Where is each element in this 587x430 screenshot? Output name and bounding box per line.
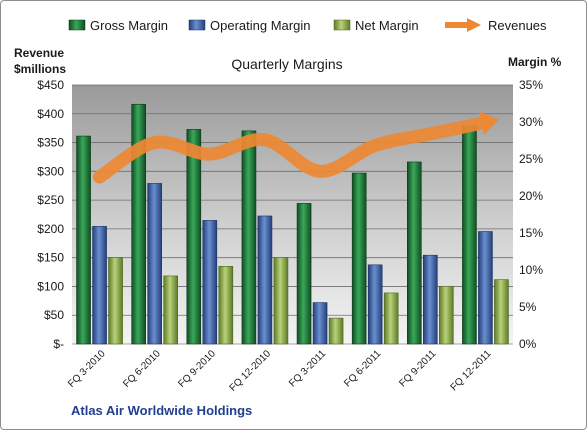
gross-margin-bar [186, 129, 202, 345]
y-left-tick-label: $50 [44, 308, 64, 322]
net-margin-bar [328, 317, 344, 345]
operating-margin-bar [312, 302, 328, 345]
y-left-title-line1: Revenue [14, 46, 64, 60]
x-tick-label: FQ 3-2010 [66, 348, 108, 390]
y-right-tick-label: 5% [519, 300, 537, 314]
y-right-tick-label: 25% [519, 152, 543, 166]
y-left-axis: $- $50 $100 $150 $200 $250 $300 $350 $400 $450 [37, 78, 64, 351]
x-tick-label: FQ 9-2011 [397, 348, 438, 389]
operating-margin-bar [147, 183, 162, 345]
operating-margin-bar [92, 226, 107, 345]
chart-title: Quarterly Margins [231, 56, 342, 72]
gross-margin-bar [76, 135, 91, 345]
y-left-tick-label: $300 [37, 164, 64, 178]
net-margin-bar [383, 292, 399, 345]
operating-margin-bar [423, 254, 438, 345]
net-margin-bar [218, 265, 234, 345]
legend-swatch-net-margin [333, 19, 351, 31]
net-margin-bar [273, 257, 289, 345]
gross-margin-bar [351, 172, 367, 345]
revenues-line [93, 115, 492, 184]
x-tick-label: FQ 6-2010 [121, 348, 163, 390]
bar-series [76, 103, 509, 345]
y-right-tick-label: 35% [519, 78, 543, 92]
y-left-tick-label: $400 [37, 107, 64, 121]
legend-label-operating-margin: Operating Margin [210, 18, 310, 33]
revenues-arrowhead [479, 111, 500, 135]
y-left-tick-label: $200 [37, 222, 64, 236]
net-margin-bar [163, 275, 178, 345]
net-margin-bar [439, 285, 454, 345]
y-right-tick-label: 30% [519, 115, 543, 129]
y-right-title: Margin % [508, 55, 562, 69]
y-left-title-line2: $millions [14, 62, 66, 76]
operating-margin-bar [478, 231, 493, 345]
legend-label-revenues: Revenues [488, 18, 547, 33]
gross-margin-bar [462, 125, 477, 345]
x-tick-label: FQ 9-2010 [176, 348, 218, 390]
y-right-tick-label: 20% [519, 189, 543, 203]
company-name: Atlas Air Worldwide Holdings [71, 403, 252, 418]
y-right-tick-label: 0% [519, 337, 537, 351]
legend-label-net-margin: Net Margin [355, 18, 419, 33]
y-left-tick-label: $450 [37, 78, 64, 92]
gross-margin-bar [131, 103, 146, 345]
legend: Gross Margin Operating Margin Net Margin… [68, 18, 547, 33]
gross-margin-bar [241, 130, 257, 345]
legend-label-gross-margin: Gross Margin [90, 18, 168, 33]
legend-swatch-operating-margin [188, 19, 206, 31]
y-left-tick-label: $250 [37, 193, 64, 207]
gross-margin-bar [407, 161, 422, 345]
y-right-tick-label: 10% [519, 263, 543, 277]
y-right-axis: 0% 5% 10% 15% 20% 25% 30% 35% [519, 78, 543, 351]
x-tick-label: FQ 3-2011 [287, 348, 328, 389]
operating-margin-bar [257, 215, 273, 345]
legend-swatch-revenues [445, 18, 481, 32]
operating-margin-bar [202, 220, 218, 345]
y-left-tick-label: $100 [37, 279, 64, 293]
x-axis: FQ 3-2010 FQ 6-2010 FQ 9-2010 FQ 12-2010 FQ … [66, 348, 494, 394]
gross-margin-bar [296, 203, 312, 345]
legend-swatch-gross-margin [68, 19, 86, 31]
net-margin-bar [494, 279, 509, 345]
x-tick-label: FQ 6-2011 [342, 348, 383, 389]
y-left-tick-label: $- [53, 337, 64, 351]
x-tick-label: FQ 12-2011 [449, 348, 494, 393]
x-tick-label: FQ 12-2010 [228, 348, 274, 394]
y-left-tick-label: $150 [37, 251, 64, 265]
net-margin-bar [108, 257, 123, 345]
y-left-tick-label: $350 [37, 136, 64, 150]
operating-margin-bar [367, 264, 383, 345]
y-right-tick-label: 15% [519, 226, 543, 240]
